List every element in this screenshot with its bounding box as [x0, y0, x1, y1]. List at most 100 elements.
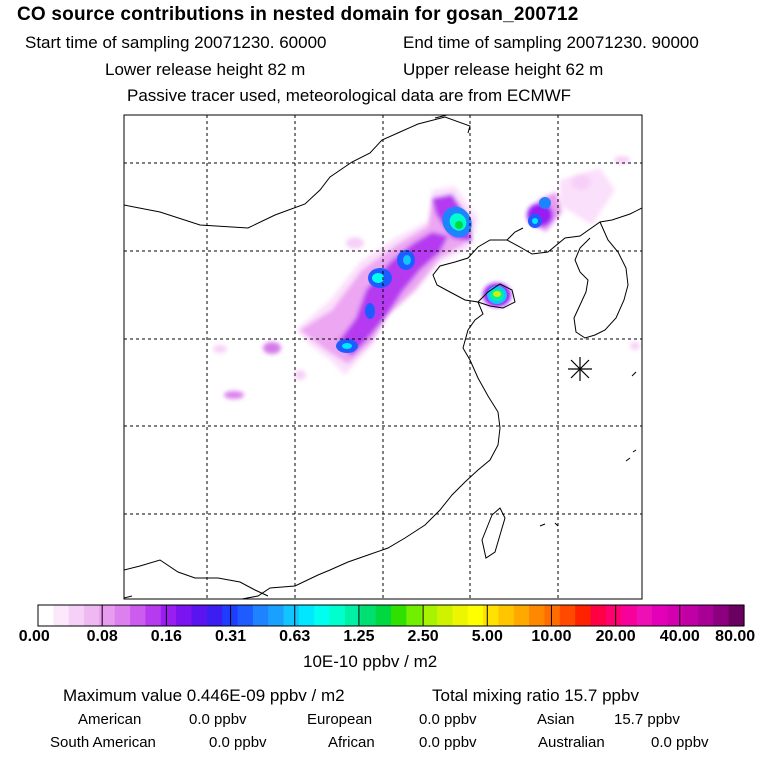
- colorbar-tick-label: 10.00: [531, 628, 572, 645]
- region-value: 0.0 ppbv: [419, 734, 477, 751]
- colorbar-cell: [575, 605, 592, 626]
- colorbar-cell: [513, 605, 530, 626]
- colorbar-cell: [559, 605, 576, 626]
- colorbar-tick-label: 80.00: [715, 628, 756, 645]
- colorbar-cell: [283, 605, 300, 626]
- colorbar-cell: [160, 605, 177, 626]
- speck: [213, 345, 227, 353]
- colorbar-cell: [130, 605, 147, 626]
- colorbar-frame: [37, 604, 745, 627]
- colorbar-cell: [544, 605, 561, 626]
- speck: [263, 342, 281, 354]
- colorbar-cell: [728, 605, 745, 626]
- colorbar-cell: [437, 605, 453, 626]
- center: [532, 218, 538, 224]
- colorbar: [37, 604, 745, 627]
- colorbar-cell: [237, 605, 254, 626]
- colorbar-tick-label: 0.63: [279, 628, 311, 645]
- colorbar-cell: [621, 605, 638, 626]
- speck: [224, 391, 244, 399]
- colorbar-tick-label: 0.16: [150, 628, 182, 645]
- speck: [294, 370, 306, 380]
- colorbar-cell: [391, 605, 407, 626]
- colorbar-cell: [636, 605, 653, 626]
- receptor-marker-icon: [568, 357, 592, 381]
- colorbar-tick-label: 2.50: [407, 628, 439, 645]
- colorbar-cell: [406, 605, 423, 626]
- colorbar-cell: [375, 605, 392, 626]
- colorbar-cell: [145, 605, 162, 626]
- colorbar-cell: [38, 605, 54, 626]
- tracer-note: Passive tracer used, meteorological data…: [127, 86, 572, 105]
- colorbar-cell: [114, 605, 131, 626]
- region-value: 0.0 ppbv: [209, 734, 267, 751]
- colorbar-units: 10E-10 ppbv / m2: [303, 652, 438, 671]
- center: [342, 343, 352, 349]
- colorbar-cell: [498, 605, 515, 626]
- map-frame: [123, 114, 643, 600]
- colorbar-cell: [84, 605, 100, 626]
- start-time: Start time of sampling 20071230. 60000: [25, 33, 327, 52]
- map-panel: [123, 114, 643, 600]
- colorbar-cell: [713, 605, 730, 626]
- colorbar-cell: [298, 605, 315, 626]
- colorbar-cell: [651, 605, 668, 626]
- map-title: CO source contributions in nested domain…: [17, 4, 579, 25]
- region-value: 0.0 ppbv: [651, 734, 709, 751]
- colorbar-cell: [99, 605, 116, 626]
- speck: [614, 156, 630, 164]
- colorbar-cell: [268, 605, 285, 626]
- coastlines: [124, 115, 642, 599]
- colorbar-tick-label: 0.08: [86, 628, 118, 645]
- colorbar-cell: [467, 605, 484, 626]
- colorbar-tick-label: 20.00: [595, 628, 636, 645]
- colorbar-cell: [452, 605, 469, 626]
- center-hot: [493, 291, 501, 297]
- colorbar-cell: [682, 605, 699, 626]
- center: [455, 221, 463, 229]
- region-value: 0.0 ppbv: [189, 711, 247, 728]
- colorbar-cell: [697, 605, 714, 626]
- colorbar-cell: [590, 605, 607, 626]
- upper-release-height: Upper release height 62 m: [403, 60, 604, 79]
- speck: [346, 237, 364, 249]
- speck: [571, 174, 591, 190]
- region-name: European: [307, 711, 373, 728]
- colorbar-cell: [191, 605, 208, 626]
- colorbar-cell: [605, 605, 622, 626]
- center: [372, 273, 384, 283]
- colorbar-cell: [53, 605, 70, 626]
- colorbar-cell: [206, 605, 223, 626]
- region-value: 0.0 ppbv: [419, 711, 477, 728]
- colorbar-cell: [252, 605, 269, 626]
- colorbar-tick-label: 40.00: [659, 628, 700, 645]
- maximum-value: Maximum value 0.446E-09 ppbv / m2: [63, 686, 345, 705]
- colorbar-cell: [314, 605, 331, 626]
- lower-release-height: Lower release height 82 m: [105, 60, 306, 79]
- colorbar-tick-label: 1.25: [343, 628, 375, 645]
- colorbar-cell: [344, 605, 361, 626]
- plume-purple: [338, 232, 448, 356]
- concentration-field: [213, 156, 640, 399]
- region-value: 15.7 ppbv: [614, 711, 680, 728]
- speck: [630, 342, 640, 350]
- colorbar-cell: [360, 605, 377, 626]
- colorbar-tick-label: 0.00: [18, 628, 50, 645]
- colorbar-cell: [176, 605, 193, 626]
- end-time: End time of sampling 20071230. 90000: [403, 33, 699, 52]
- colorbar-tick-label: 5.00: [471, 628, 503, 645]
- colorbar-cell: [68, 605, 85, 626]
- region-name: South American: [50, 734, 156, 751]
- core: [539, 197, 551, 209]
- colorbar-cell: [421, 605, 438, 626]
- graticule: [124, 115, 642, 599]
- colorbar-cell: [667, 605, 684, 626]
- colorbar-cell: [329, 605, 346, 626]
- region-name: African: [328, 734, 375, 751]
- colorbar-cell: [483, 605, 500, 626]
- region-name: American: [78, 711, 142, 728]
- total-mixing-ratio: Total mixing ratio 15.7 ppbv: [432, 686, 639, 705]
- region-name: Asian: [537, 711, 575, 728]
- colorbar-tick-label: 0.31: [214, 628, 247, 645]
- colorbar-cell: [529, 605, 546, 626]
